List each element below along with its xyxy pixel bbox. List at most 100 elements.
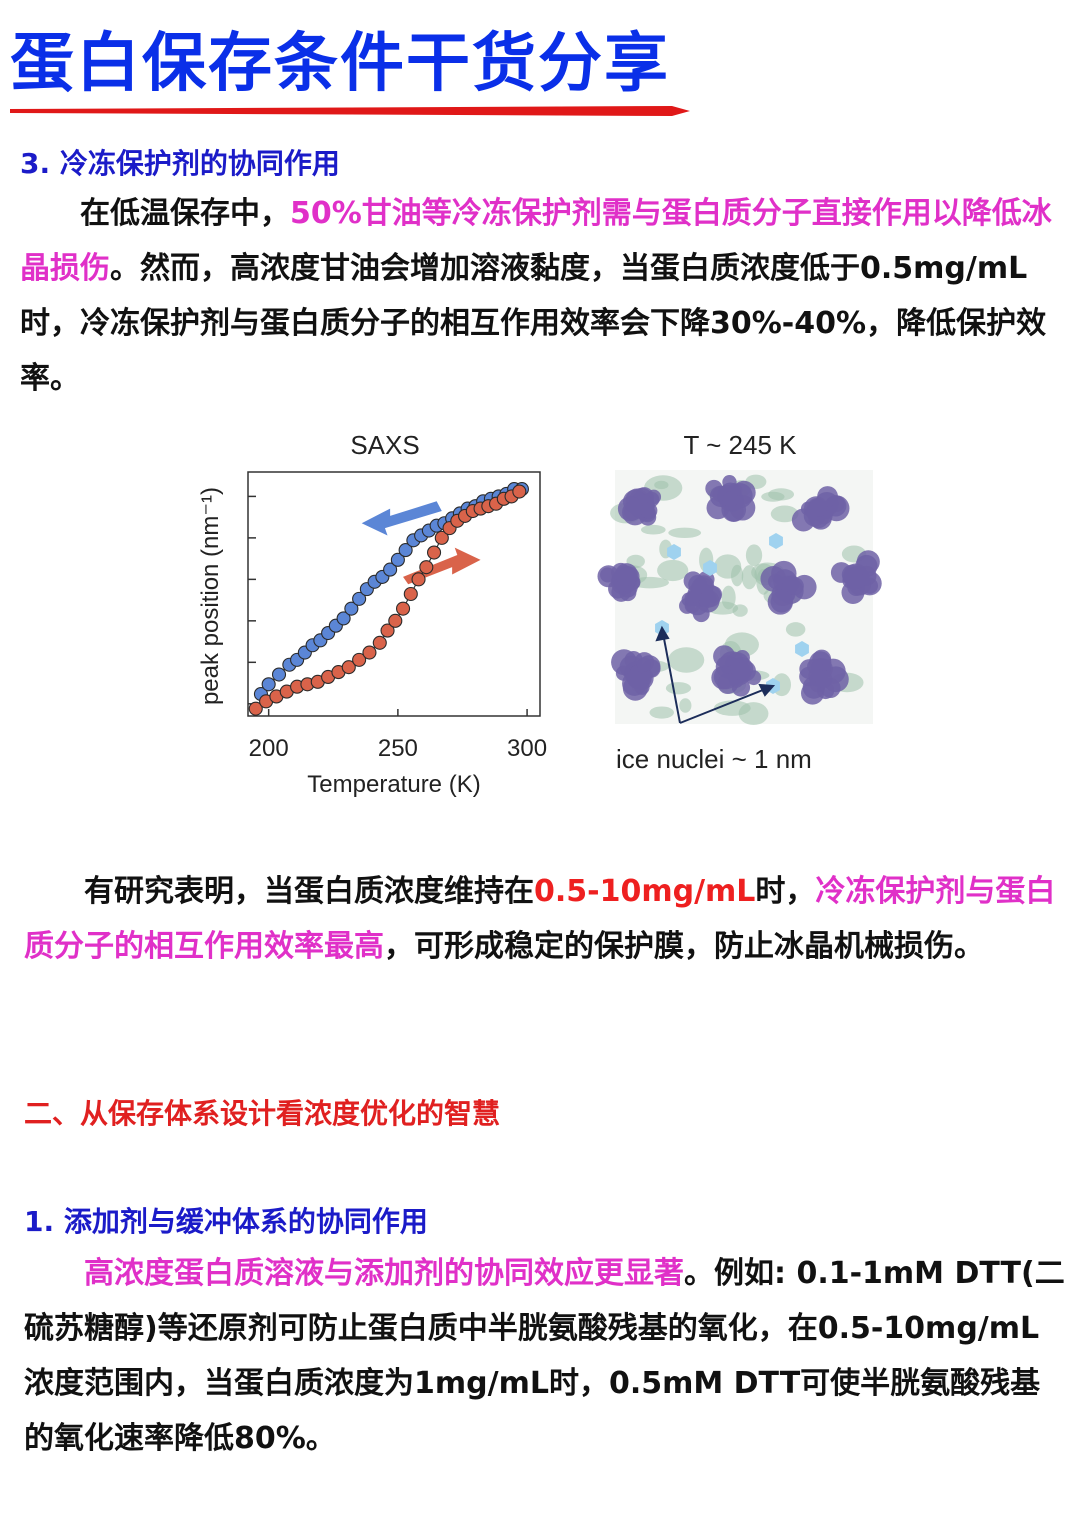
protein-molecule bbox=[617, 487, 662, 526]
paragraph-research: 有研究表明，当蛋白质浓度维持在0.5-10mg/mL时，冷冻保护剂与蛋白质分子的… bbox=[24, 864, 1066, 974]
protein-subunit bbox=[800, 681, 825, 705]
plot-frame bbox=[247, 471, 541, 717]
data-point bbox=[248, 701, 263, 716]
protein-subunit bbox=[767, 589, 794, 615]
chart-title: SAXS bbox=[350, 430, 419, 460]
title-underline-arrow bbox=[10, 106, 690, 116]
protein-subunit bbox=[815, 670, 833, 689]
protein-subunit bbox=[809, 498, 828, 517]
protein-subunit bbox=[705, 585, 723, 603]
para2-text-2: 时， bbox=[755, 874, 816, 909]
water-patch bbox=[641, 524, 666, 535]
water-patch bbox=[657, 559, 689, 582]
data-point bbox=[271, 667, 287, 682]
pointer-arrows bbox=[655, 625, 776, 724]
protein-molecule bbox=[791, 486, 850, 532]
y-ticks bbox=[248, 495, 256, 705]
ice-nucleus-icon bbox=[703, 560, 717, 576]
water-patch bbox=[714, 554, 742, 579]
pointer-head bbox=[655, 625, 670, 642]
data-point bbox=[388, 613, 403, 628]
para1-highlight: 50%甘油等冷冻保护剂需与蛋白质分子直接作用以降低冰晶损伤 bbox=[20, 196, 1052, 286]
data-point bbox=[403, 586, 418, 602]
illustration-caption: ice nuclei ~ 1 nm bbox=[616, 744, 812, 774]
protein-molecule bbox=[711, 645, 762, 697]
protein-molecule bbox=[705, 475, 756, 522]
protein-subunit bbox=[688, 574, 707, 594]
figure: SAXS 200 250 300 peak position (nm⁻¹) Temp… bbox=[180, 418, 882, 818]
water-patch bbox=[785, 622, 806, 637]
protein-molecule bbox=[830, 550, 882, 605]
protein-molecule bbox=[611, 649, 661, 701]
protein-subunit bbox=[640, 502, 658, 519]
section-heading-system-design: 二、从保存体系设计看浓度优化的智慧 bbox=[24, 1097, 501, 1130]
indent bbox=[24, 1256, 84, 1291]
x-axis-label: Temperature (K) bbox=[307, 771, 480, 798]
water-patch bbox=[741, 565, 758, 590]
x-ticks: 200 250 300 bbox=[249, 709, 547, 762]
data-point bbox=[512, 484, 527, 499]
protein-subunit bbox=[636, 657, 652, 672]
x-tick-label: 300 bbox=[507, 735, 547, 762]
ice-nucleus-icon bbox=[769, 533, 783, 549]
ice-illustration: T ~ 245 K ice nuclei ~ 1 nm bbox=[597, 430, 882, 774]
data-point bbox=[344, 601, 359, 616]
title-block: 蛋白保存条件干货分享 bbox=[10, 14, 690, 116]
para2-text-1: 有研究表明，当蛋白质浓度维持在 bbox=[84, 874, 534, 909]
x-tick-label: 250 bbox=[378, 735, 418, 762]
data-point bbox=[336, 611, 351, 626]
section-heading-cryoprotectant: 3. 冷冻保护剂的协同作用 bbox=[20, 147, 340, 180]
water-patch bbox=[770, 505, 799, 523]
series-cooling bbox=[253, 482, 529, 702]
data-point bbox=[261, 677, 276, 692]
protein-subunit bbox=[842, 567, 863, 587]
ice-nucleus-icon bbox=[667, 544, 681, 560]
water-patch bbox=[654, 480, 669, 490]
pointer-line bbox=[679, 685, 774, 724]
indent bbox=[20, 196, 80, 231]
protein-subunit bbox=[799, 659, 820, 679]
data-point bbox=[380, 623, 395, 638]
water-patch bbox=[665, 682, 692, 695]
pointer-head bbox=[758, 683, 776, 697]
protein-subunit bbox=[734, 660, 756, 682]
protein-subunit bbox=[617, 496, 643, 522]
water-patch bbox=[738, 702, 769, 726]
paragraph-cryoprotectant: 在低温保存中，50%甘油等冷冻保护剂需与蛋白质分子直接作用以降低冰晶损伤。然而，… bbox=[20, 186, 1062, 406]
protein-molecule bbox=[760, 560, 817, 615]
protein-molecule bbox=[597, 562, 641, 602]
water-patch bbox=[668, 527, 702, 538]
protein-subunit bbox=[692, 605, 710, 623]
pointer-line bbox=[661, 627, 681, 724]
water-patch bbox=[745, 544, 763, 567]
cooling-arrow bbox=[361, 501, 442, 536]
water-patch bbox=[668, 647, 705, 673]
water-patch bbox=[649, 706, 674, 719]
para3-highlight: 高浓度蛋白质溶液与添加剂的协同效应更显著 bbox=[84, 1256, 684, 1291]
data-point bbox=[372, 635, 387, 650]
protein-subunit bbox=[722, 491, 739, 507]
data-point bbox=[383, 562, 398, 577]
water-patch bbox=[761, 491, 785, 502]
data-point bbox=[419, 560, 434, 575]
data-point bbox=[398, 543, 413, 558]
protein-molecule bbox=[679, 571, 723, 623]
data-point bbox=[390, 552, 405, 567]
indent bbox=[24, 874, 84, 909]
para2-text-3: ，可形成稳定的保护膜，防止冰晶机械损伤。 bbox=[384, 929, 984, 964]
data-point bbox=[395, 601, 411, 616]
para2-red-highlight: 0.5-10mg/mL bbox=[534, 874, 756, 909]
data-point bbox=[411, 572, 426, 587]
protein-subunit bbox=[786, 577, 804, 595]
paragraph-additives: 高浓度蛋白质溶液与添加剂的协同效应更显著。例如: 0.1-1mM DTT(二硫苏… bbox=[24, 1246, 1066, 1466]
para2-highlight: 冷冻保护剂与蛋白质分子的相互作用效率最高 bbox=[24, 874, 1056, 964]
para1-text-1: 在低温保存中， bbox=[80, 196, 290, 231]
section-heading-additives: 1. 添加剂与缓冲体系的协同作用 bbox=[24, 1205, 428, 1238]
protein-molecules bbox=[597, 475, 882, 705]
data-point bbox=[352, 652, 367, 667]
data-point bbox=[352, 591, 367, 606]
illustration-title: T ~ 245 K bbox=[684, 430, 798, 460]
protein-subunit bbox=[717, 673, 739, 695]
protein-subunit bbox=[713, 645, 736, 668]
data-point bbox=[341, 660, 356, 675]
